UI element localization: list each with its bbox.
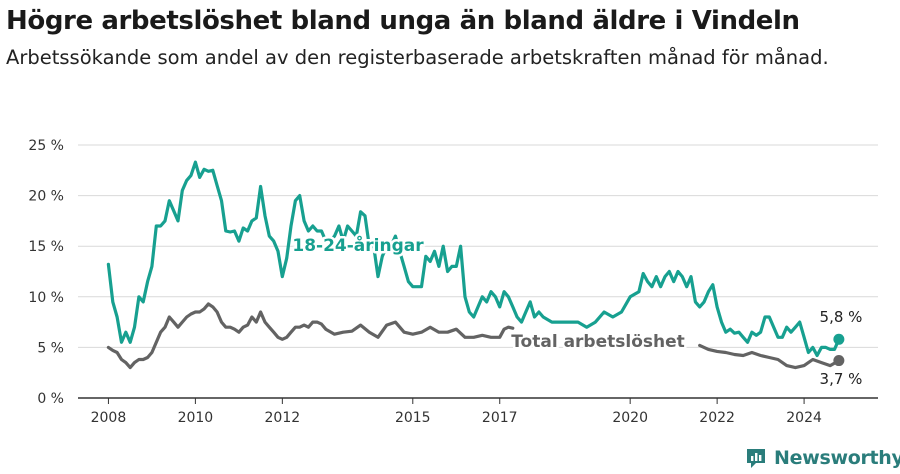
chart-title: Högre arbetslöshet bland unga än bland ä… [6, 6, 800, 36]
total-end-point [833, 355, 845, 367]
gridlines [78, 144, 878, 348]
y-tick-label: 25 % [28, 138, 64, 154]
x-tick-label: 2008 [91, 410, 127, 426]
x-tick-label: 2022 [699, 410, 735, 426]
x-tick-label: 2024 [786, 410, 822, 426]
series-labels: 18-24-åringar Total arbetslöshet 5,8 % 3,7 … [290, 232, 865, 391]
total-end-value-label: 3,7 % [820, 370, 863, 388]
y-tick-label: 20 % [28, 189, 64, 205]
youth-end-value-label: 5,8 % [820, 308, 863, 326]
youth-series-label: 18-24-åringar [292, 234, 424, 256]
axes: 0 % 5 % 10 % 15 % 20 % 25 % 2008 2010 2012 2015 20… [28, 138, 878, 426]
x-tick-label: 2012 [265, 410, 301, 426]
newsworthy-logo: Newsworthy [744, 444, 900, 472]
bar-chart-icon [747, 449, 765, 468]
y-tick-label: 5 % [37, 340, 64, 356]
total-unemployment-line [698, 343, 841, 370]
youth-unemployment-line [106, 160, 841, 358]
x-tick-label: 2015 [395, 410, 431, 426]
youth-end-point [833, 333, 845, 345]
total-series-label: Total arbetslöshet [511, 332, 685, 352]
chart-subtitle: Arbetssökande som andel av den registerb… [6, 46, 829, 69]
y-tick-label: 10 % [28, 290, 64, 306]
y-tick-label: 15 % [28, 239, 64, 255]
x-tick-label: 2020 [612, 410, 648, 426]
total-unemployment-line [106, 302, 515, 370]
brand-name: Newsworthy [774, 447, 900, 469]
x-tick-label: 2017 [482, 410, 518, 426]
y-tick-label: 0 % [37, 391, 64, 407]
series-lines [106, 160, 845, 370]
x-tick-label: 2010 [178, 410, 214, 426]
